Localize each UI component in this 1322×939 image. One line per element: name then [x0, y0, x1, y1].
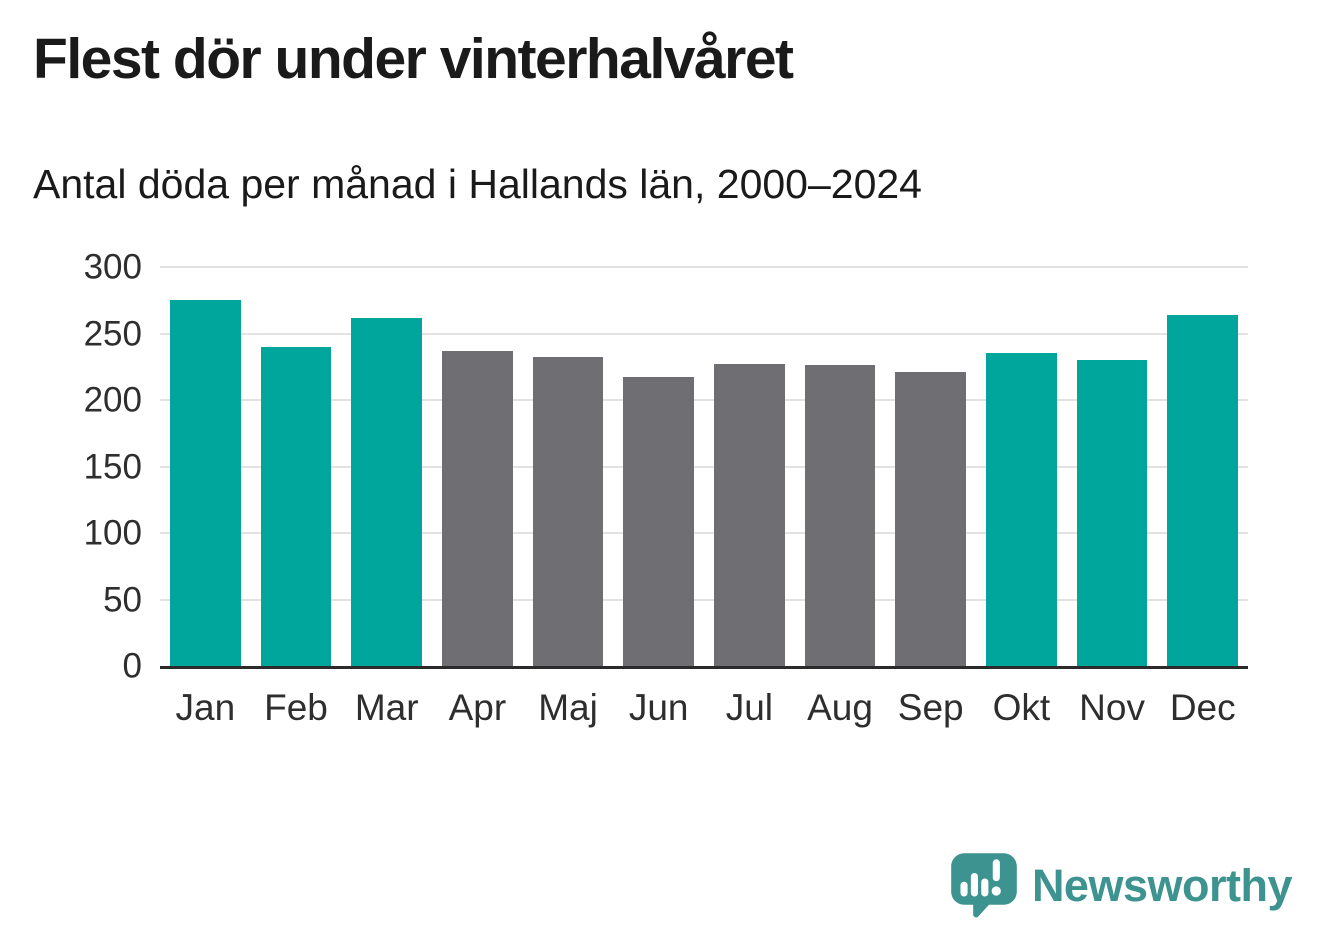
- newsworthy-speech-bubble-chart-icon: [951, 853, 1017, 918]
- bar-band-jan: [160, 267, 251, 666]
- x-tick-label-apr: Apr: [448, 687, 507, 728]
- gridline-50: [160, 598, 1248, 601]
- logo-exclamation-dot: [991, 886, 1001, 896]
- logo-bar-medium: [981, 878, 989, 897]
- x-tick-label-mar: Mar: [354, 687, 419, 728]
- x-tick-label-maj: Maj: [538, 687, 598, 728]
- x-tick-label-okt: Okt: [992, 687, 1051, 728]
- x-tick-label-aug: Aug: [807, 687, 873, 728]
- x-tick-label-jul: Jul: [725, 687, 774, 728]
- bar-aug: [804, 365, 876, 666]
- gridline-300: [160, 266, 1248, 268]
- bar-feb: [260, 346, 332, 666]
- y-tick-label-300: 300: [83, 247, 142, 287]
- x-tick-label-nov: Nov: [1079, 687, 1145, 728]
- bar-band-aug: [795, 267, 886, 666]
- bar-band-mar: [341, 267, 432, 666]
- plot-area: [160, 266, 1248, 669]
- x-tick-label-dec: Dec: [1169, 687, 1236, 728]
- x-tick-label-feb: Feb: [264, 687, 328, 728]
- bar-nov: [1076, 360, 1148, 666]
- bar-band-sep: [885, 267, 976, 666]
- y-tick-label-0: 0: [122, 646, 142, 686]
- bar-sep: [895, 372, 967, 666]
- bar-jan: [169, 300, 241, 666]
- bar-band-jun: [613, 267, 704, 666]
- bar-band-okt: [976, 267, 1067, 666]
- x-tick-label-jun: Jun: [628, 687, 689, 728]
- newsworthy-logo-text: Newsworthy: [1031, 859, 1293, 911]
- bar-band-nov: [1067, 267, 1158, 666]
- logo-bar-tall: [970, 872, 978, 897]
- bar-band-apr: [432, 267, 523, 666]
- x-axis: Jan Feb Mar Apr Maj Jun Jul Aug Sep Okt Nov Dec: [160, 686, 1248, 730]
- bar-jul: [714, 364, 785, 666]
- y-tick-label-250: 250: [83, 314, 142, 353]
- x-tick-label-sep: Sep: [897, 687, 964, 728]
- chart-title: Flest dör under vinterhalvåret: [33, 27, 794, 91]
- chart-subtitle: Antal döda per månad i Hallands län, 200…: [33, 161, 922, 207]
- newsworthy-logo: Newsworthy: [949, 850, 1293, 920]
- gridline-150: [160, 465, 1248, 468]
- bars-row: [160, 267, 1248, 666]
- logo-bar-small: [960, 881, 968, 897]
- bar-apr: [441, 350, 513, 666]
- bar-band-maj: [523, 267, 614, 666]
- y-tick-label-100: 100: [83, 513, 142, 553]
- bar-jun: [623, 377, 695, 666]
- y-axis: 0 50 100 150 200 250 300: [30, 250, 142, 684]
- bar-band-jul: [704, 267, 795, 666]
- y-tick-label-200: 200: [83, 380, 142, 420]
- gridline-200: [160, 399, 1248, 402]
- y-tick-label-150: 150: [83, 447, 142, 486]
- x-tick-label-jan: Jan: [175, 687, 236, 728]
- bar-okt: [986, 353, 1057, 666]
- y-tick-label-50: 50: [103, 580, 142, 620]
- logo-exclamation-stem: [992, 859, 1000, 882]
- bar-maj: [532, 357, 604, 666]
- bar-band-dec: [1157, 267, 1248, 666]
- bar-mar: [351, 317, 423, 666]
- bar-dec: [1167, 314, 1239, 666]
- bar-band-feb: [251, 267, 342, 666]
- gridline-100: [160, 532, 1248, 535]
- gridline-250: [160, 332, 1248, 335]
